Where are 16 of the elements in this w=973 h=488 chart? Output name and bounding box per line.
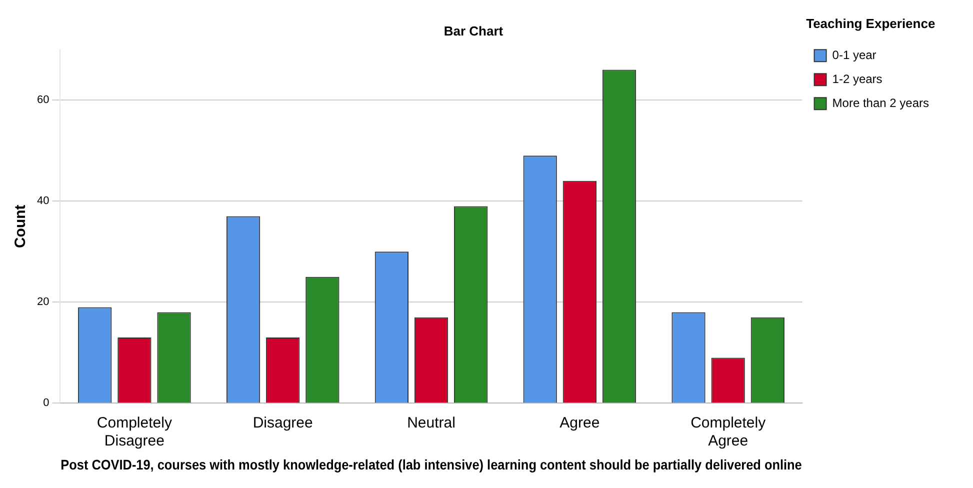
x-tick-label: Neutral	[407, 414, 456, 432]
x-axis-title: Post COVID-19, courses with mostly knowledge-related (lab intensive) learning content should be partially delivered online	[60, 456, 802, 473]
x-tick-label: Completely Disagree	[96, 414, 172, 450]
y-tick-label: 40	[36, 195, 50, 208]
chart-title: Bar Chart	[444, 23, 504, 38]
legend-title: Teaching Experience	[806, 16, 936, 32]
x-tick-label: Completely Agree	[690, 414, 766, 450]
y-tick-label: 20	[36, 296, 50, 308]
legend-label: More than 2 years	[832, 96, 930, 110]
x-tick-label: Agree	[560, 414, 600, 432]
legend-label: 0-1 year	[832, 48, 876, 62]
x-tick-label: Disagree	[252, 414, 313, 432]
legend-label: 1-2 years	[832, 72, 882, 86]
y-tick-label: 0	[43, 397, 50, 410]
y-axis-title: Count	[12, 204, 30, 248]
y-tick-label: 60	[36, 94, 50, 106]
